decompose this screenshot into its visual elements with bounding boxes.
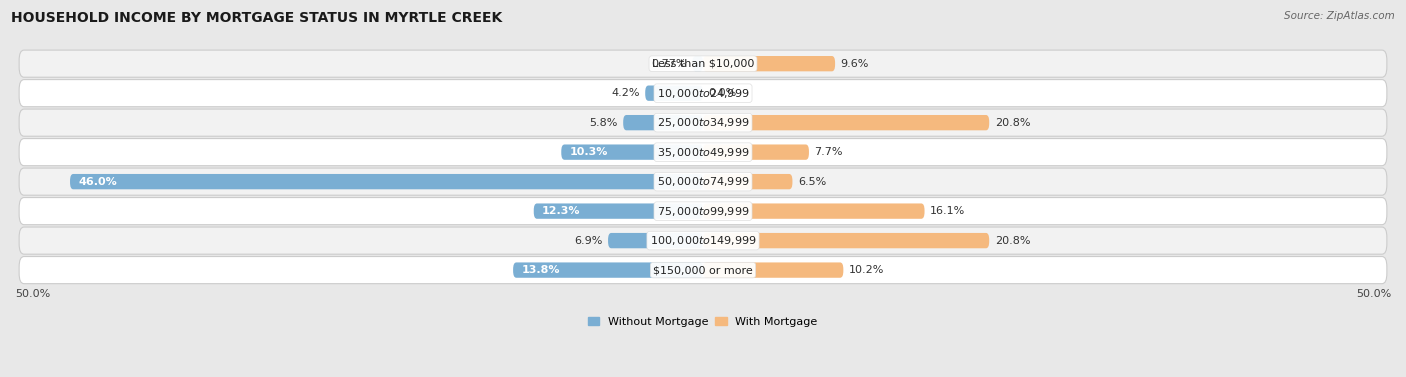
Text: $25,000 to $34,999: $25,000 to $34,999: [657, 116, 749, 129]
Text: 16.1%: 16.1%: [929, 206, 966, 216]
Text: 50.0%: 50.0%: [1355, 289, 1391, 299]
FancyBboxPatch shape: [70, 174, 703, 189]
Text: 5.8%: 5.8%: [589, 118, 617, 128]
FancyBboxPatch shape: [703, 204, 925, 219]
FancyBboxPatch shape: [561, 144, 703, 160]
FancyBboxPatch shape: [703, 115, 990, 130]
Text: 50.0%: 50.0%: [15, 289, 51, 299]
Text: $10,000 to $24,999: $10,000 to $24,999: [657, 87, 749, 100]
Text: $150,000 or more: $150,000 or more: [654, 265, 752, 275]
Text: $75,000 to $99,999: $75,000 to $99,999: [657, 205, 749, 218]
Legend: Without Mortgage, With Mortgage: Without Mortgage, With Mortgage: [583, 312, 823, 331]
Text: 10.2%: 10.2%: [849, 265, 884, 275]
FancyBboxPatch shape: [20, 168, 1386, 195]
Text: 12.3%: 12.3%: [541, 206, 581, 216]
Text: $35,000 to $49,999: $35,000 to $49,999: [657, 146, 749, 159]
Text: $50,000 to $74,999: $50,000 to $74,999: [657, 175, 749, 188]
Text: $100,000 to $149,999: $100,000 to $149,999: [650, 234, 756, 247]
FancyBboxPatch shape: [534, 204, 703, 219]
Text: 6.9%: 6.9%: [574, 236, 603, 245]
FancyBboxPatch shape: [703, 144, 808, 160]
Text: Source: ZipAtlas.com: Source: ZipAtlas.com: [1284, 11, 1395, 21]
FancyBboxPatch shape: [20, 227, 1386, 254]
FancyBboxPatch shape: [645, 86, 703, 101]
Text: 10.3%: 10.3%: [569, 147, 607, 157]
Text: 6.5%: 6.5%: [799, 177, 827, 187]
Text: 0.77%: 0.77%: [651, 59, 688, 69]
Text: 4.2%: 4.2%: [612, 88, 640, 98]
FancyBboxPatch shape: [20, 139, 1386, 166]
Text: HOUSEHOLD INCOME BY MORTGAGE STATUS IN MYRTLE CREEK: HOUSEHOLD INCOME BY MORTGAGE STATUS IN M…: [11, 11, 502, 25]
FancyBboxPatch shape: [20, 198, 1386, 225]
Text: 9.6%: 9.6%: [841, 59, 869, 69]
FancyBboxPatch shape: [20, 109, 1386, 136]
FancyBboxPatch shape: [703, 262, 844, 278]
FancyBboxPatch shape: [20, 50, 1386, 77]
FancyBboxPatch shape: [513, 262, 703, 278]
FancyBboxPatch shape: [607, 233, 703, 248]
FancyBboxPatch shape: [20, 256, 1386, 284]
FancyBboxPatch shape: [20, 80, 1386, 107]
FancyBboxPatch shape: [703, 56, 835, 71]
Text: 7.7%: 7.7%: [814, 147, 844, 157]
FancyBboxPatch shape: [703, 174, 793, 189]
FancyBboxPatch shape: [703, 233, 990, 248]
Text: 46.0%: 46.0%: [79, 177, 117, 187]
Text: Less than $10,000: Less than $10,000: [652, 59, 754, 69]
FancyBboxPatch shape: [692, 56, 703, 71]
Text: 20.8%: 20.8%: [994, 118, 1031, 128]
FancyBboxPatch shape: [623, 115, 703, 130]
Text: 0.0%: 0.0%: [709, 88, 737, 98]
Text: 13.8%: 13.8%: [522, 265, 560, 275]
Text: 20.8%: 20.8%: [994, 236, 1031, 245]
